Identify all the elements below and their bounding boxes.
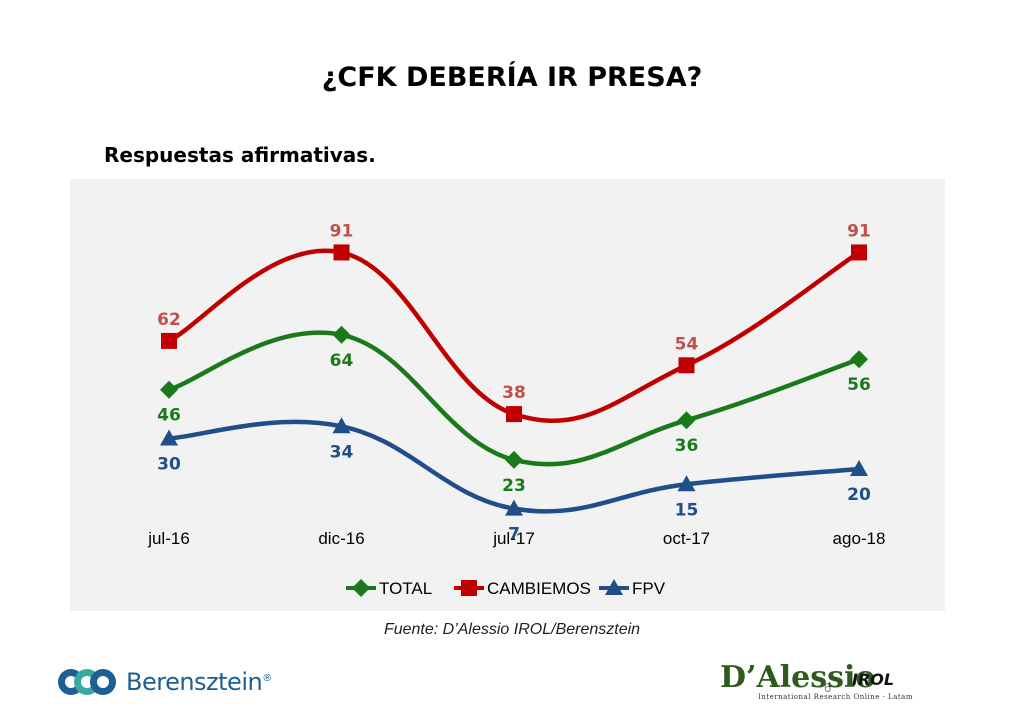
x-tick-label: ago-18: [833, 529, 886, 548]
data-label-fpv: 20: [847, 485, 871, 505]
data-label-total: 56: [847, 375, 871, 395]
legend-marker-fpv: [605, 579, 623, 595]
data-point-fpv: [505, 499, 523, 516]
data-label-cambiemos: 38: [502, 383, 526, 403]
x-tick-label: oct-17: [663, 529, 710, 548]
legend-label: TOTAL: [379, 579, 432, 598]
data-label-fpv: 34: [330, 442, 354, 462]
legend-marker-cambiemos: [461, 580, 477, 596]
dalessio-brand: D’Alessio: [720, 660, 876, 695]
data-label-total: 36: [675, 436, 699, 456]
data-point-fpv: [850, 460, 868, 476]
data-point-fpv: [160, 429, 178, 446]
line-chart: 46 64 23 36 56 62 91 38 54 91 30 34 7 15 20 jul-16 dic-…: [147, 221, 885, 598]
x-tick-label: dic-16: [318, 529, 364, 548]
data-point-cambiemos: [506, 406, 522, 423]
dalessio-irol-logo: D’Alessio IROL International Research On…: [720, 660, 920, 710]
data-label-total: 64: [330, 351, 354, 371]
data-point-total: [677, 411, 696, 430]
data-label-cambiemos: 54: [675, 334, 699, 354]
legend-marker-total: [352, 579, 370, 597]
page-title: ¿CFK DEBERÍA IR PRESA?: [321, 62, 703, 93]
legend-label: CAMBIEMOS: [487, 579, 591, 598]
series-markers: [160, 244, 868, 516]
data-label-total: 23: [502, 476, 526, 496]
berensztein-logo: Berensztein®: [56, 664, 272, 700]
data-point-total: [850, 350, 868, 369]
data-labels: 46 64 23 36 56 62 91 38 54 91 30 34 7 15 20: [157, 221, 871, 544]
data-label-cambiemos: 62: [157, 310, 181, 330]
source-note: Fuente: D’Alessio IROL/Berensztein: [383, 621, 641, 638]
data-point-fpv: [677, 475, 696, 492]
data-label-fpv: 7: [508, 525, 520, 545]
x-axis-ticks: jul-16 dic-16 jul-17 oct-17 ago-18: [147, 529, 885, 548]
data-label-total: 46: [157, 406, 181, 426]
data-label-cambiemos: 91: [847, 221, 871, 241]
irol-brand: IROL: [852, 670, 895, 689]
page-number: 6: [824, 680, 832, 695]
x-tick-label: jul-16: [147, 529, 190, 548]
data-point-cambiemos: [678, 357, 695, 374]
legend-label: FPV: [632, 579, 666, 598]
berensztein-mark-icon: [58, 669, 116, 695]
irol-tagline: International Research Online · Latam: [758, 693, 913, 701]
legend-item-cambiemos: CAMBIEMOS: [454, 579, 591, 598]
data-point-total: [505, 450, 523, 469]
data-point-cambiemos: [333, 244, 350, 261]
data-label-cambiemos: 91: [330, 221, 354, 241]
data-point-fpv: [332, 417, 351, 434]
x-tick-label: jul-17: [492, 529, 535, 548]
data-label-fpv: 30: [157, 455, 181, 475]
chart-area: 46 64 23 36 56 62 91 38 54 91 30 34 7 15 20 jul-16 dic-…: [70, 179, 945, 611]
data-label-fpv: 15: [675, 500, 699, 520]
data-point-total: [332, 325, 351, 344]
data-point-total: [160, 380, 178, 399]
legend: TOTAL CAMBIEMOS FPV: [346, 579, 666, 598]
chart-subtitle: Respuestas afirmativas.: [104, 143, 376, 167]
data-point-cambiemos: [161, 332, 177, 349]
berensztein-name: Berensztein®: [126, 668, 272, 696]
series-lines: [166, 248, 862, 514]
legend-item-fpv: FPV: [599, 579, 666, 598]
data-point-cambiemos: [851, 244, 867, 261]
legend-item-total: TOTAL: [346, 579, 432, 598]
